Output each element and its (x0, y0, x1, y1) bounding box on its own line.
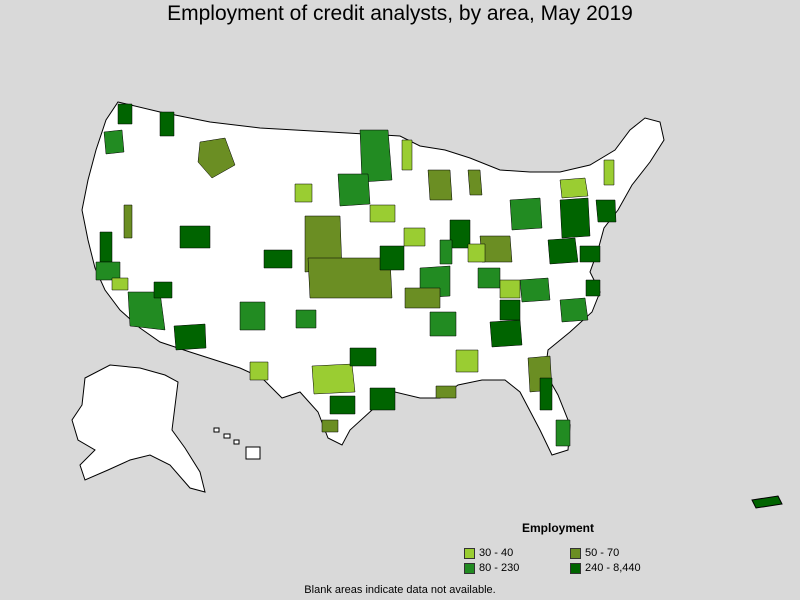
legend-label: 80 - 230 (479, 562, 520, 574)
legend-label: 50 - 70 (585, 547, 620, 559)
alaska-landmass (71, 364, 206, 493)
hawaii-islands (213, 427, 261, 460)
legend-item-80-230: 80 - 230 (464, 562, 519, 574)
legend-swatch (464, 547, 475, 559)
map-title: Employment of credit analysts, by area, … (167, 2, 633, 25)
legend-swatch (570, 562, 581, 574)
legend-swatch (570, 547, 581, 559)
puerto-rico (751, 495, 783, 509)
legend-item-50-70: 50 - 70 (570, 547, 619, 559)
legend-item-30-40: 30 - 40 (464, 547, 513, 559)
legend-title: Employment (522, 521, 595, 535)
legend-item-240-8440: 240 - 8,440 (570, 562, 641, 574)
area-patches (95, 103, 617, 447)
legend-label: 240 - 8,440 (585, 562, 641, 574)
legend-swatch (464, 562, 475, 574)
legend-label: 30 - 40 (479, 547, 514, 559)
footnote: Blank areas indicate data not available. (304, 584, 496, 596)
